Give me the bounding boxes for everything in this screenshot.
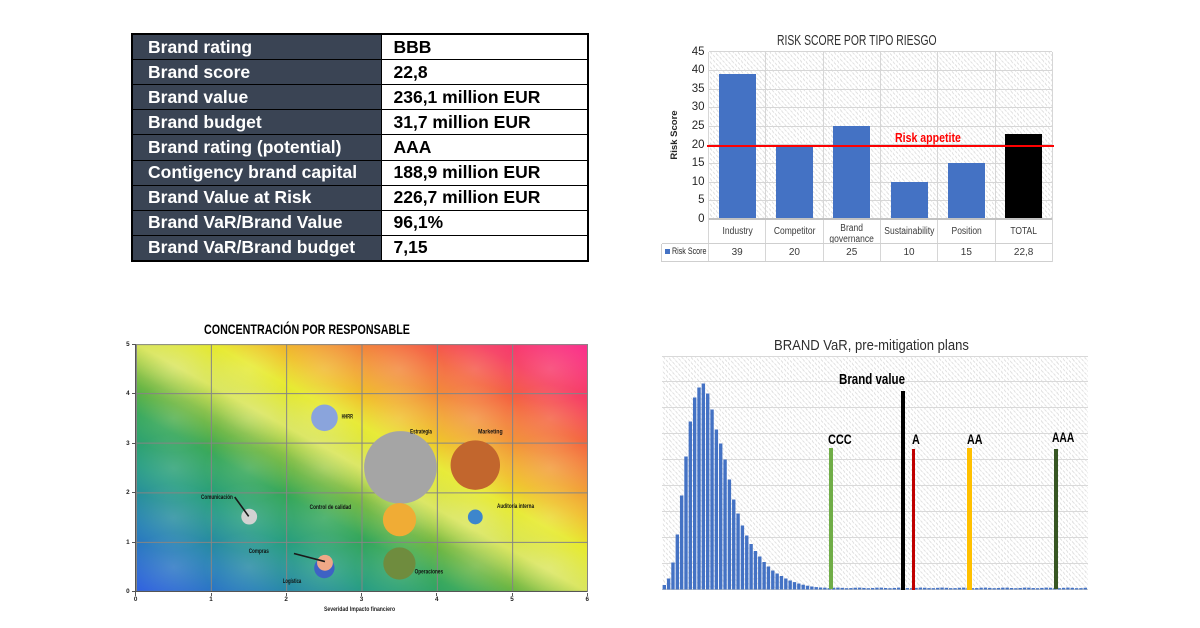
svg-text:Control de calidad: Control de calidad — [309, 504, 351, 511]
svg-text:Estrategia: Estrategia — [410, 429, 432, 436]
svg-text:Compras: Compras — [248, 548, 268, 555]
svg-text:HHRR: HHRR — [341, 414, 353, 421]
svg-text:Auditoría interna: Auditoría interna — [497, 503, 534, 510]
svg-text:Marketing: Marketing — [478, 429, 503, 436]
svg-text:Comunicación: Comunicación — [201, 494, 233, 501]
svg-text:Logística: Logística — [283, 578, 302, 585]
svg-text:Operaciones: Operaciones — [414, 569, 443, 576]
